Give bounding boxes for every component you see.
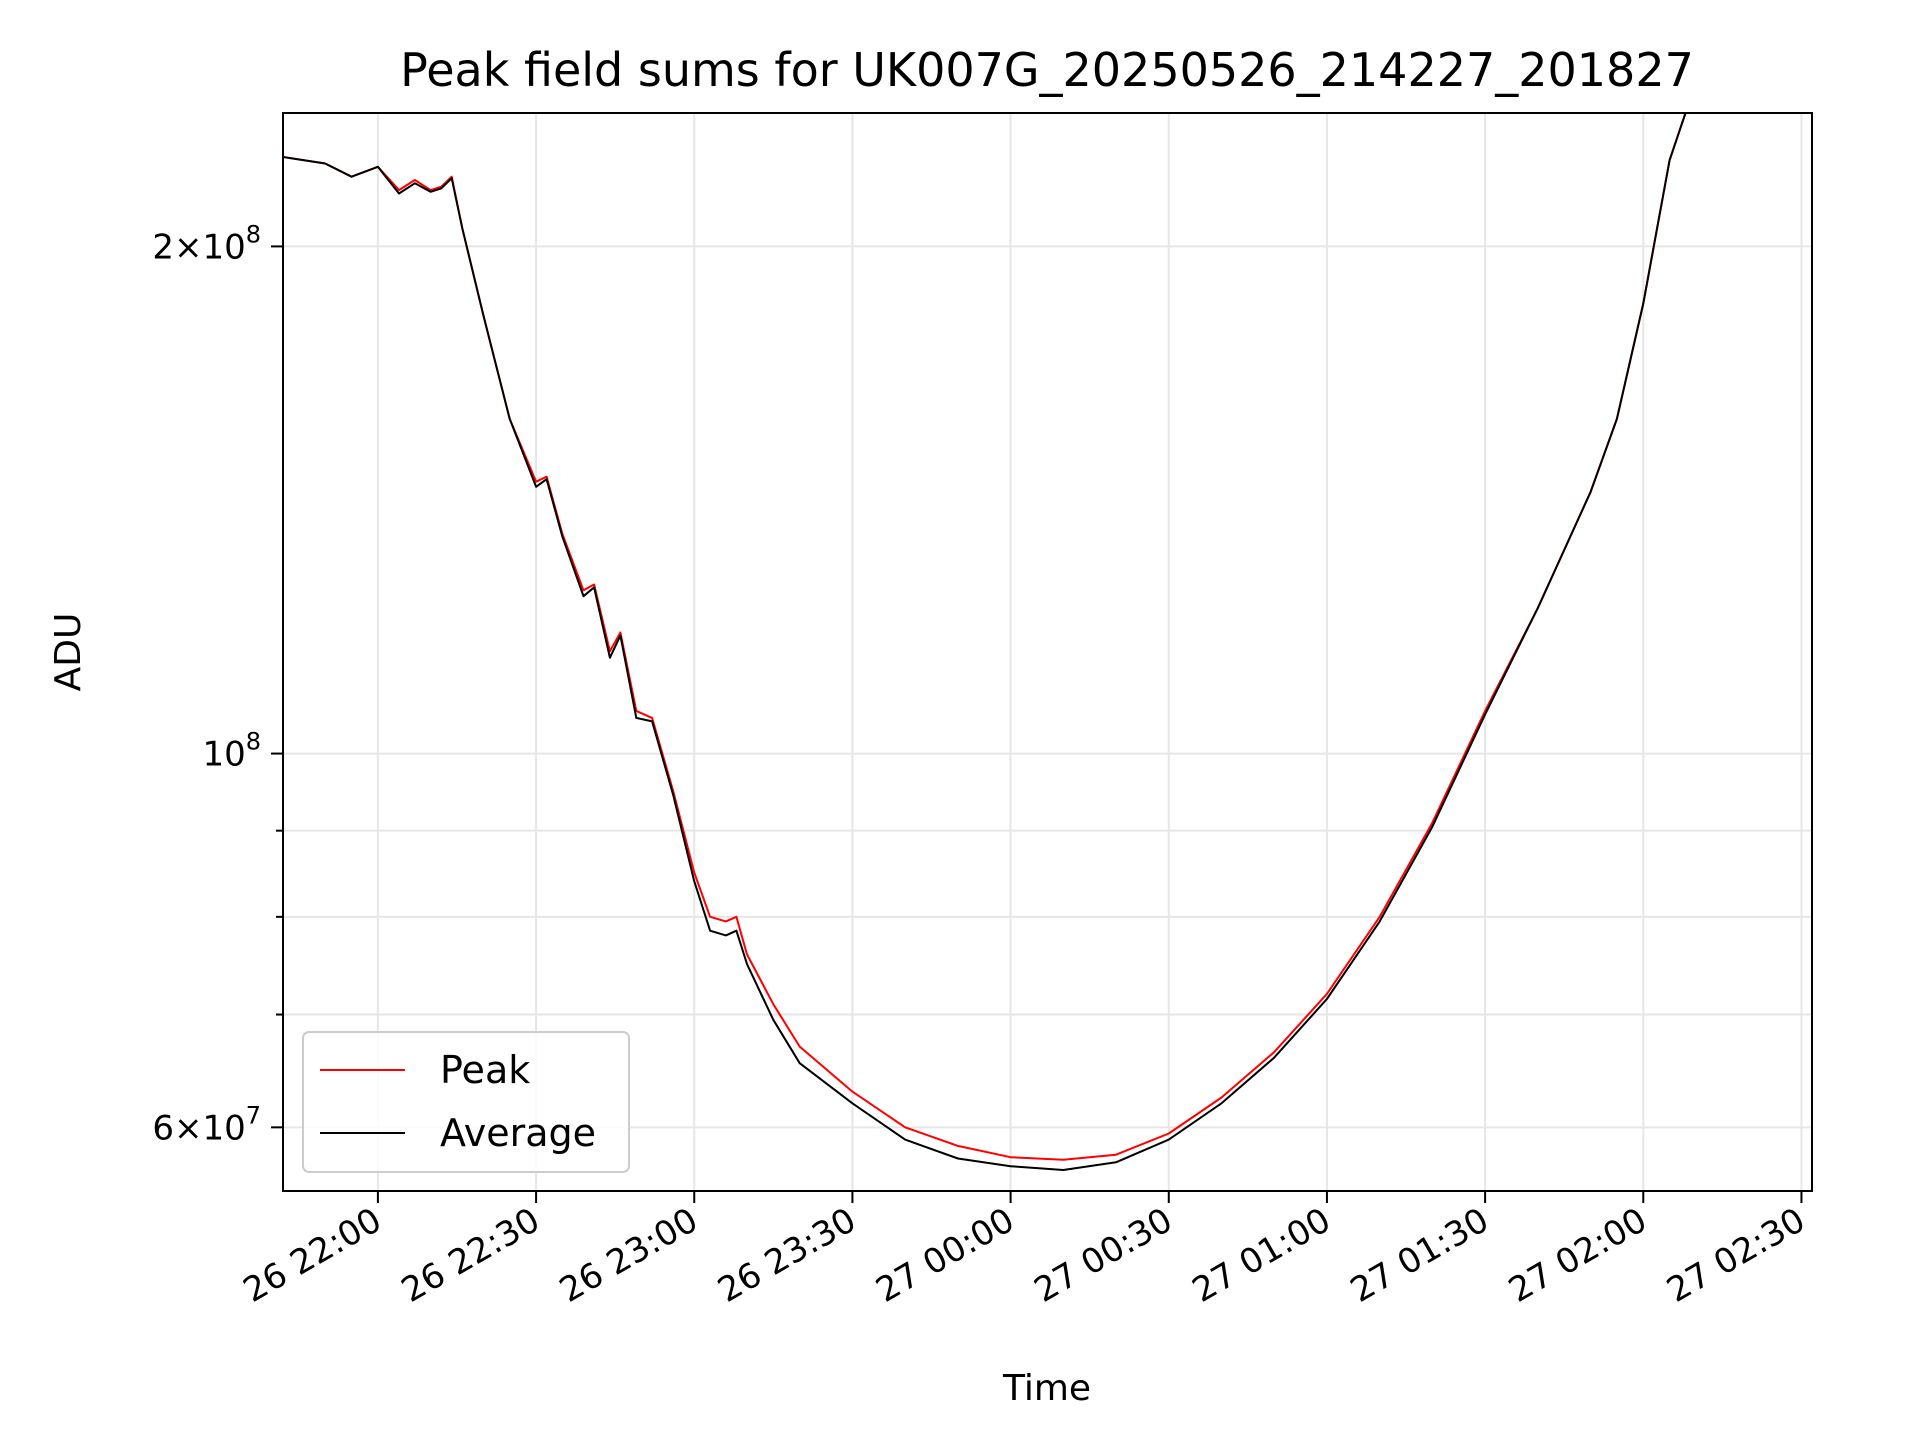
series-line-average (283, 113, 1687, 1171)
y-tick-label: 6×107 (152, 1101, 261, 1148)
y-tick-mantissa: 6×10 (152, 1108, 245, 1148)
y-tick-exponent: 8 (246, 220, 261, 248)
y-tick-exponent: 8 (246, 728, 261, 756)
legend: Peak Average (302, 1031, 630, 1173)
x-axis-label: Time (1002, 1368, 1091, 1409)
grid (283, 113, 1812, 1191)
y-tick-label: 2×108 (152, 220, 261, 267)
plot-frame (282, 112, 1813, 1192)
y-tick-mantissa: 2×10 (152, 227, 245, 267)
legend-label-average: Average (440, 1111, 596, 1155)
series-line-peak (283, 113, 1687, 1161)
y-tick-label: 108 (202, 728, 261, 775)
y-axis-label: ADU (48, 613, 89, 692)
y-tick-exponent: 7 (246, 1101, 261, 1129)
series-layer (283, 113, 1687, 1171)
y-tick-mantissa: 10 (202, 735, 245, 775)
legend-label-peak: Peak (440, 1048, 530, 1092)
chart-title: Peak field sums for UK007G_20250526_2142… (400, 43, 1694, 97)
legend-box (302, 1031, 630, 1173)
